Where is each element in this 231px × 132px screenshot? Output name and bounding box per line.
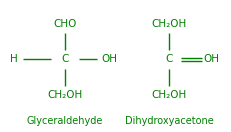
Text: H: H [10,54,18,64]
Text: OH: OH [202,54,218,64]
Text: CH₂OH: CH₂OH [151,90,186,100]
Text: OH: OH [101,54,116,64]
Text: CH₂OH: CH₂OH [47,90,82,100]
Text: C: C [61,54,68,64]
Text: C: C [165,54,172,64]
Text: Dihydroxyacetone: Dihydroxyacetone [125,116,213,126]
Text: CH₂OH: CH₂OH [151,19,186,29]
Text: CHO: CHO [53,19,76,29]
Text: Glyceraldehyde: Glyceraldehyde [27,116,103,126]
